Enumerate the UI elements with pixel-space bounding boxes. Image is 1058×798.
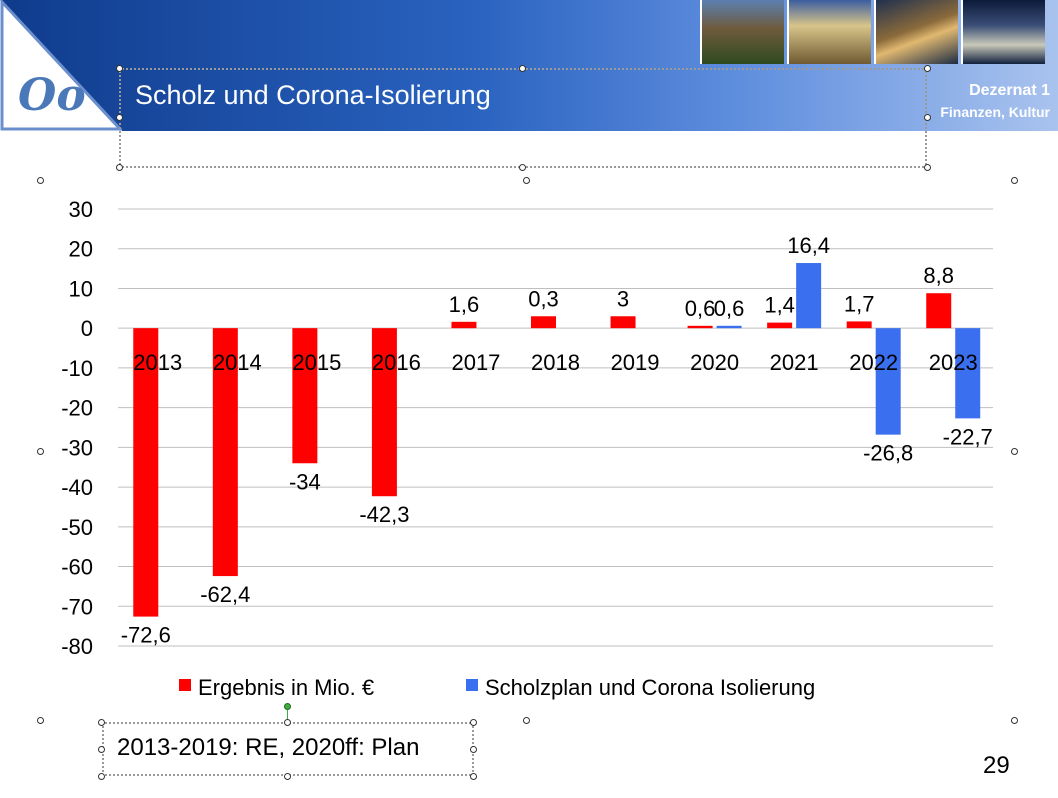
photo-night-street [961,0,1045,64]
logo-mark-icon: Oo [18,70,86,121]
resize-handle[interactable] [924,164,931,171]
resize-handle[interactable] [519,164,526,171]
data-label-ergebnis: 3 [617,286,629,311]
data-label-scholzplan: -22,7 [943,424,993,449]
data-label-scholzplan: -26,8 [863,441,913,466]
x-category-label: 2019 [611,350,660,375]
x-category-label: 2021 [770,350,819,375]
department-label: Dezernat 1 [969,82,1050,99]
x-category-label: 2013 [133,350,182,375]
chart-resize-handle[interactable] [1011,177,1018,184]
bar-ergebnis [451,321,477,329]
page-number: 29 [983,752,1010,779]
data-label-ergebnis: 1,7 [844,291,875,316]
data-label-ergebnis: 8,8 [923,263,954,288]
note-resize-handle[interactable] [470,746,477,753]
resize-handle[interactable] [116,164,123,171]
bar-scholzplan [716,325,742,329]
chart-resize-handle[interactable] [37,448,44,455]
data-label-scholzplan: 0,6 [714,296,745,321]
x-category-label: 2015 [292,350,341,375]
bar-ergebnis [610,316,636,329]
y-tick-label: -40 [61,475,93,500]
footnote-text[interactable]: 2013-2019: RE, 2020ff: Plan [117,734,420,761]
data-label-ergebnis: -34 [289,469,321,494]
header-photo-strip [700,0,1045,64]
bar-ergebnis [926,293,952,329]
x-category-label: 2014 [213,350,262,375]
legend-label-ergebnis: Ergebnis in Mio. € [198,675,374,700]
chart-resize-handle[interactable] [1011,448,1018,455]
bar-ergebnis [846,321,872,329]
chart-resize-handle[interactable] [37,177,44,184]
resize-handle[interactable] [924,65,931,72]
y-tick-label: 30 [69,197,93,222]
y-tick-label: -80 [61,634,93,659]
note-resize-handle[interactable] [470,719,477,726]
y-tick-label: -20 [61,396,93,421]
y-tick-label: -10 [61,356,93,381]
slide-title[interactable]: Scholz und Corona-Isolierung [135,80,491,110]
x-category-label: 2016 [372,350,421,375]
bar-ergebnis [292,328,318,464]
bar-ergebnis [531,316,556,329]
note-resize-handle[interactable] [284,773,291,780]
resize-handle[interactable] [519,65,526,72]
note-resize-handle[interactable] [284,719,291,726]
y-tick-label: 10 [69,276,93,301]
photo-townhall [700,0,784,64]
chart-resize-handle[interactable] [523,717,530,724]
department-subtitle: Finanzen, Kultur [940,104,1050,120]
legend-label-scholzplan: Scholzplan und Corona Isolierung [485,675,815,700]
data-label-ergebnis: 1,6 [449,292,480,317]
bar-ergebnis [133,328,159,617]
data-label-ergebnis: -62,4 [200,582,250,607]
legend-swatch-scholzplan [466,679,478,691]
chart-resize-handle[interactable] [1011,717,1018,724]
y-tick-label: -50 [61,515,93,540]
data-label-ergebnis: -42,3 [359,502,409,527]
bar-ergebnis [212,328,238,577]
data-label-scholzplan: 16,4 [787,233,830,258]
note-resize-handle[interactable] [98,773,105,780]
data-label-ergebnis: 1,4 [764,293,795,318]
rotation-stem [287,710,288,722]
photo-station [874,0,958,64]
y-tick-label: 0 [81,316,93,341]
data-label-ergebnis: 0,6 [685,296,716,321]
resize-handle[interactable] [116,114,123,121]
data-label-ergebnis: -72,6 [121,623,171,648]
bar-ergebnis [767,322,793,329]
y-tick-label: -30 [61,435,93,460]
y-tick-label: -60 [61,555,93,580]
note-resize-handle[interactable] [98,719,105,726]
legend-swatch-ergebnis [179,679,191,691]
x-category-label: 2023 [929,350,978,375]
photo-building [787,0,871,64]
logo-frame-icon [0,0,122,131]
data-label-ergebnis: 0,3 [528,286,559,311]
bar-scholzplan [796,263,822,329]
resize-handle[interactable] [116,65,123,72]
bar-scholzplan [955,328,981,419]
y-tick-label: -70 [61,594,93,619]
chart-resize-handle[interactable] [37,717,44,724]
bar-ergebnis [687,325,713,329]
x-category-label: 2020 [690,350,739,375]
x-category-label: 2017 [451,350,500,375]
slide-header: Oo [0,0,1058,131]
rotation-handle[interactable] [284,703,291,710]
resize-handle[interactable] [924,114,931,121]
chart-resize-handle[interactable] [523,177,530,184]
x-category-label: 2018 [531,350,580,375]
note-resize-handle[interactable] [470,773,477,780]
x-category-label: 2022 [849,350,898,375]
note-resize-handle[interactable] [98,746,105,753]
bar-ergebnis [371,328,397,497]
y-tick-label: 20 [69,237,93,262]
bar-scholzplan [875,328,901,435]
